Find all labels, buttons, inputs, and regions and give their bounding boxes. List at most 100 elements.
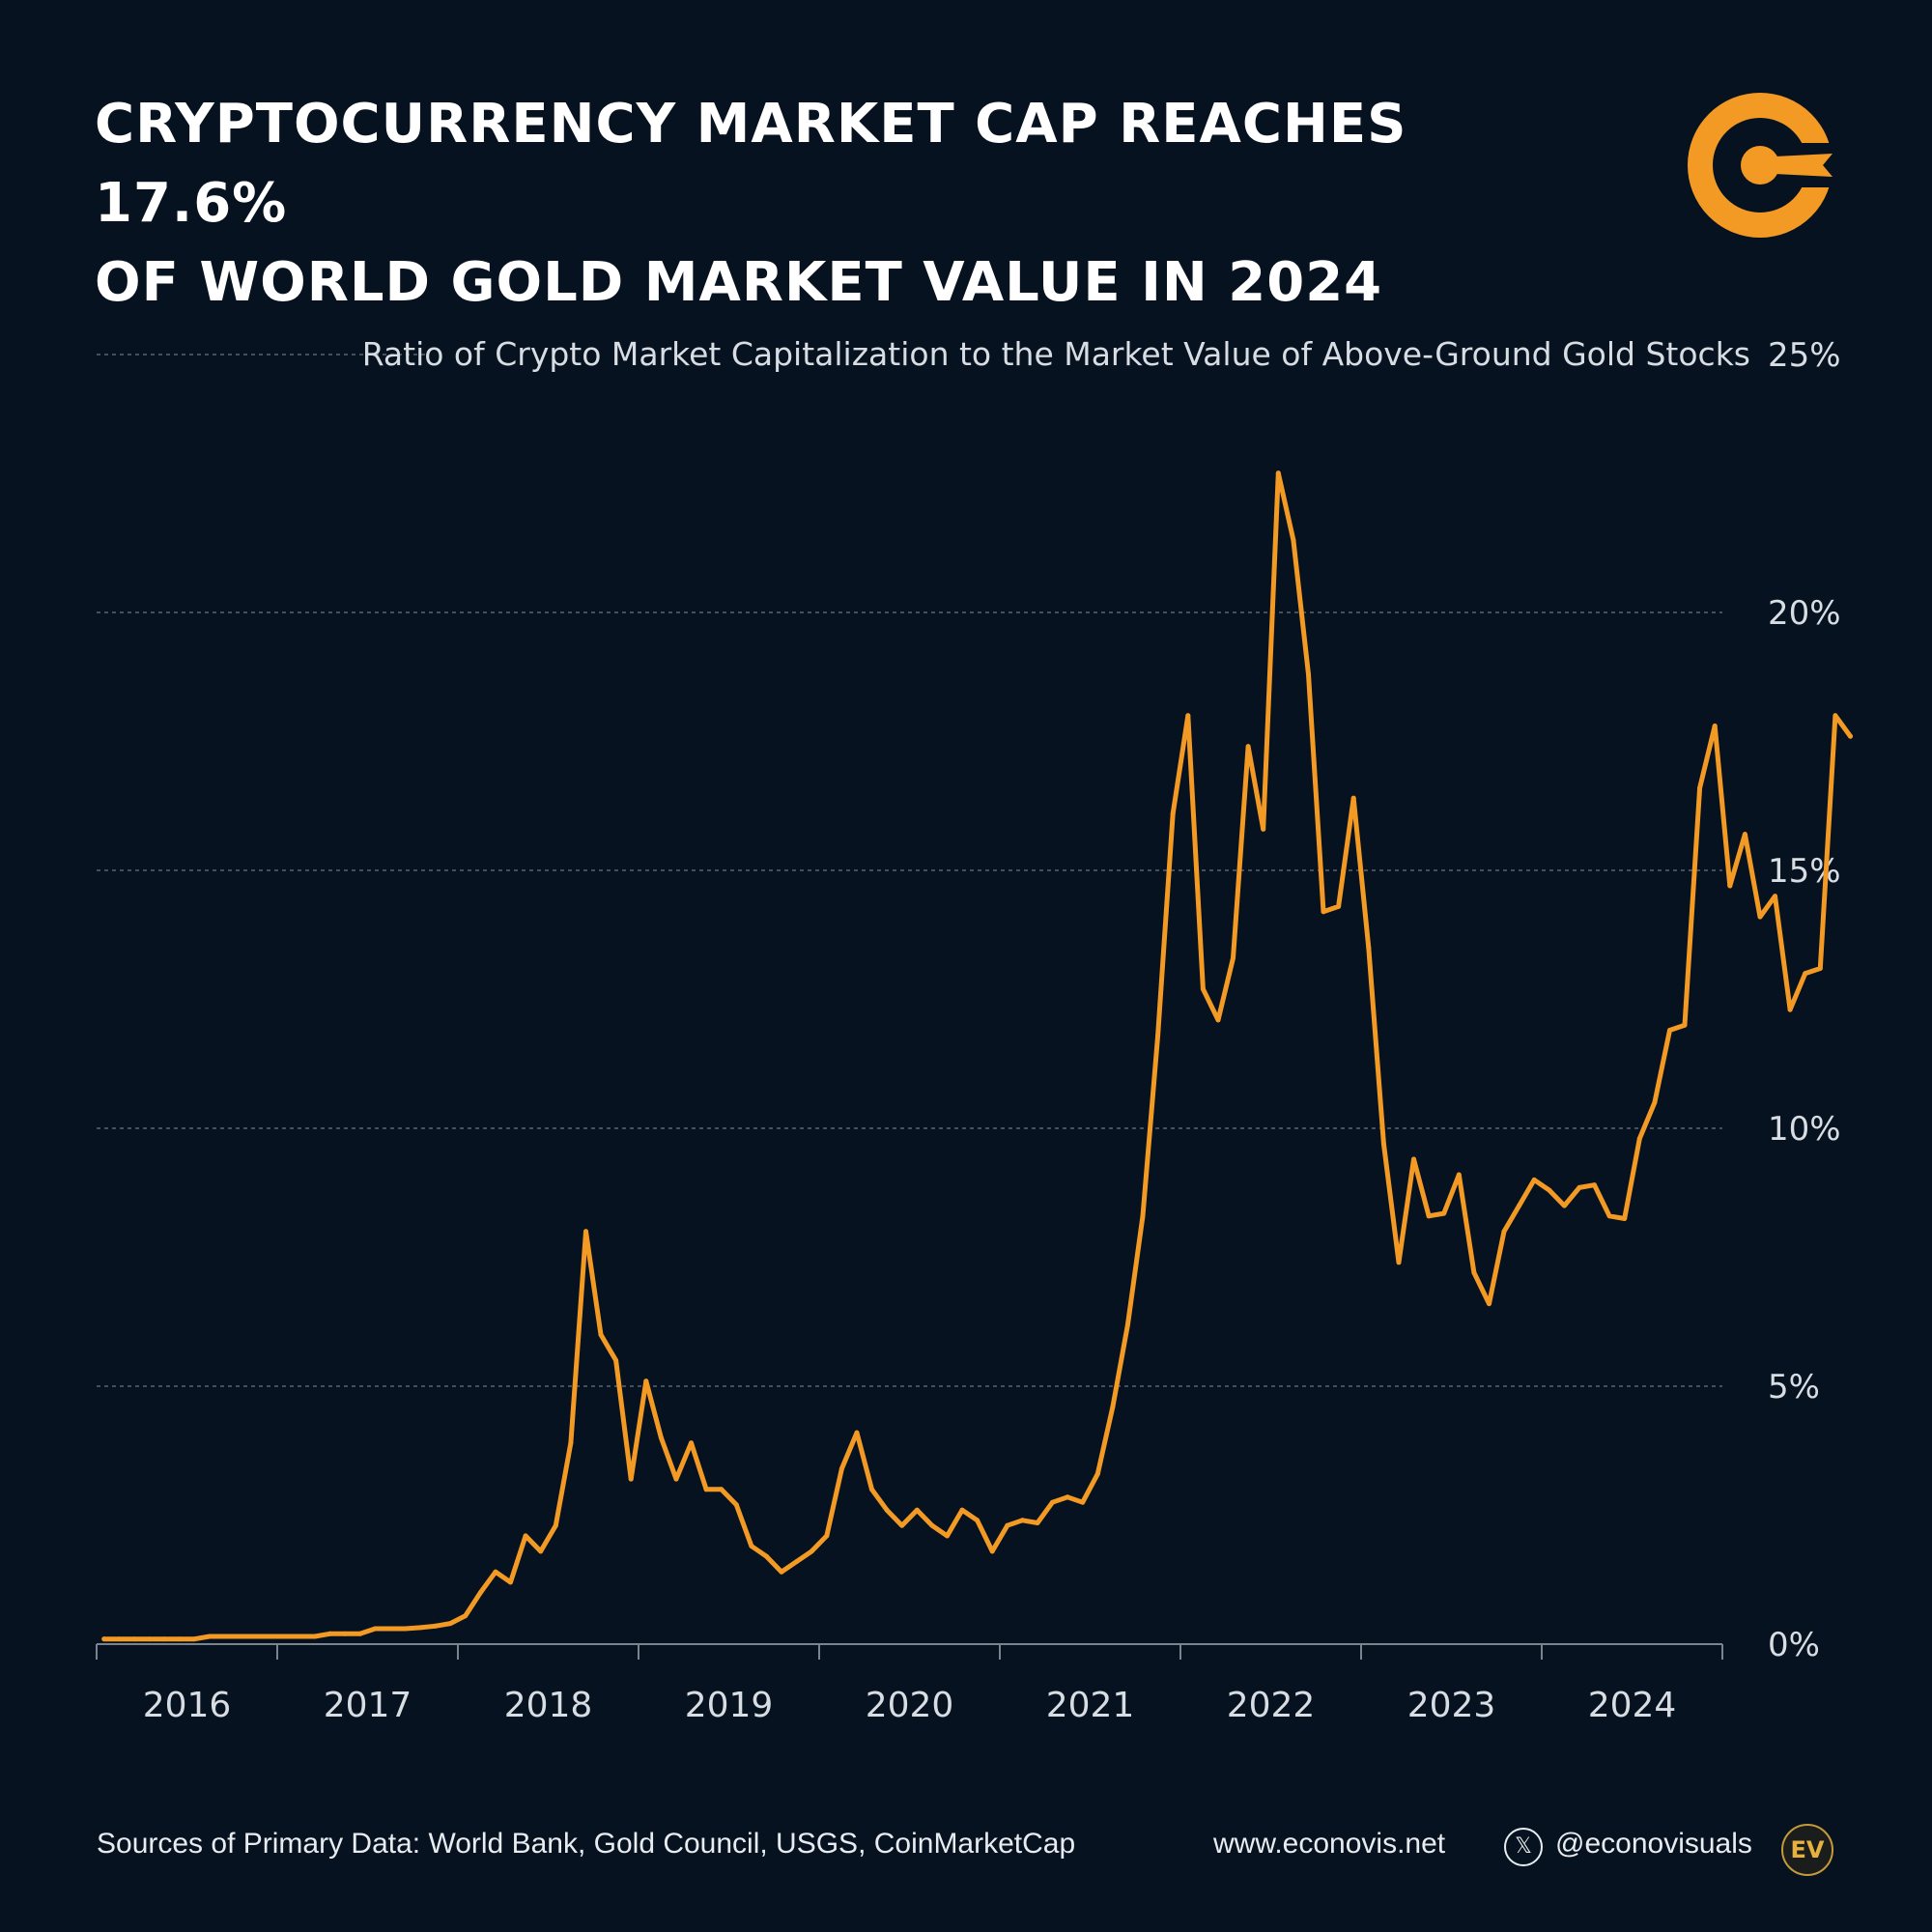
data-point <box>1306 671 1311 677</box>
y-axis-ticks: 0% 5% 10% 15% 20% 25% <box>1768 336 1841 1664</box>
data-point <box>1185 713 1191 719</box>
data-point <box>794 1559 800 1565</box>
x-tick-label: 2020 <box>866 1686 954 1725</box>
data-point <box>161 1636 167 1642</box>
data-point <box>1456 1172 1462 1178</box>
page-title: CRYPTOCURRENCY MARKET CAP REACHES 17.6% … <box>95 85 1544 323</box>
econovis-logo-icon <box>1688 93 1833 238</box>
title-line-2: OF WORLD GOLD MARKET VALUE IN 2024 <box>95 251 1383 314</box>
website-link[interactable]: www.econovis.net <box>1213 1828 1446 1860</box>
data-point <box>1366 945 1372 951</box>
data-point <box>719 1487 724 1492</box>
data-point <box>1636 1136 1642 1142</box>
data-point <box>1396 1260 1402 1265</box>
data-point <box>523 1533 528 1539</box>
data-point <box>869 1487 874 1492</box>
x-tick-label: 2024 <box>1588 1686 1677 1725</box>
data-point <box>959 1507 965 1513</box>
x-tick-label: 2018 <box>504 1686 593 1725</box>
data-point <box>493 1569 498 1575</box>
data-point <box>177 1636 183 1642</box>
data-point <box>673 1476 679 1482</box>
data-point <box>884 1507 890 1513</box>
ev-badge-icon: EV <box>1781 1824 1833 1876</box>
data-point <box>613 1357 619 1363</box>
x-tick-label: 2017 <box>324 1686 412 1725</box>
data-point <box>1170 810 1176 816</box>
data-point <box>945 1533 950 1539</box>
data-point <box>809 1548 814 1554</box>
data-point <box>1019 1518 1025 1523</box>
data-point <box>764 1553 769 1559</box>
chart-subtitle: Ratio of Crypto Market Capitalization to… <box>362 335 1750 373</box>
y-tick-label: 15% <box>1768 852 1841 891</box>
x-tick-label: 2023 <box>1407 1686 1496 1725</box>
data-point <box>1155 1033 1161 1038</box>
data-point <box>1517 1203 1522 1208</box>
data-point <box>1005 1522 1010 1528</box>
data-point <box>1050 1499 1055 1505</box>
data-point <box>116 1636 122 1642</box>
data-point <box>1667 1028 1672 1033</box>
data-points <box>101 470 1853 1642</box>
data-point <box>1487 1301 1492 1307</box>
data-point <box>1200 986 1206 992</box>
data-point <box>463 1613 469 1619</box>
data-point <box>403 1626 408 1632</box>
data-point <box>207 1634 213 1639</box>
data-point <box>508 1579 513 1585</box>
data-point <box>101 1636 107 1642</box>
data-point <box>1757 914 1763 920</box>
data-point <box>703 1487 709 1492</box>
data-point <box>733 1502 739 1508</box>
data-point <box>538 1548 544 1554</box>
data-point <box>1080 1499 1086 1505</box>
data-point <box>433 1623 439 1629</box>
data-point <box>914 1507 920 1513</box>
data-point <box>447 1621 453 1627</box>
data-point <box>147 1636 152 1642</box>
data-point <box>643 1378 649 1384</box>
data-point <box>568 1440 574 1446</box>
data-point <box>1035 1520 1040 1525</box>
data-point <box>191 1636 197 1642</box>
data-point <box>1245 744 1251 750</box>
data-point <box>372 1626 378 1632</box>
data-point <box>989 1548 995 1554</box>
data-point <box>1742 832 1747 838</box>
data-point <box>312 1634 318 1639</box>
data-point <box>342 1631 348 1636</box>
data-point <box>1712 724 1718 728</box>
data-point <box>1682 1022 1688 1028</box>
data-point <box>1531 1177 1537 1182</box>
y-tick-label: 10% <box>1768 1110 1841 1149</box>
data-point <box>1426 1213 1432 1219</box>
title-line-1: CRYPTOCURRENCY MARKET CAP REACHES 17.6% <box>95 93 1407 235</box>
data-point <box>628 1476 634 1482</box>
data-point <box>1261 826 1266 832</box>
data-point <box>1561 1203 1567 1208</box>
data-point <box>929 1522 935 1528</box>
x-tick-label: 2021 <box>1046 1686 1135 1725</box>
x-tick-label: 2019 <box>685 1686 774 1725</box>
x-tick-label: 2016 <box>143 1686 232 1725</box>
x-twitter-icon[interactable]: 𝕏 <box>1504 1828 1543 1866</box>
social-handle-link[interactable]: @econovisuals <box>1555 1828 1752 1860</box>
data-point <box>1441 1210 1447 1216</box>
y-tick-label: 0% <box>1768 1626 1820 1664</box>
data-point <box>553 1522 558 1528</box>
data-point <box>1803 971 1808 977</box>
data-point <box>1336 903 1342 909</box>
data-point <box>357 1631 363 1636</box>
data-point <box>779 1569 784 1575</box>
data-point <box>1697 785 1703 791</box>
data-point <box>975 1518 980 1523</box>
data-point <box>1547 1187 1552 1193</box>
y-tick-label: 20% <box>1768 594 1841 633</box>
data-point <box>1606 1213 1612 1219</box>
data-point <box>598 1332 604 1338</box>
data-point <box>1275 470 1281 476</box>
data-point <box>1622 1216 1628 1221</box>
data-point <box>824 1533 830 1539</box>
